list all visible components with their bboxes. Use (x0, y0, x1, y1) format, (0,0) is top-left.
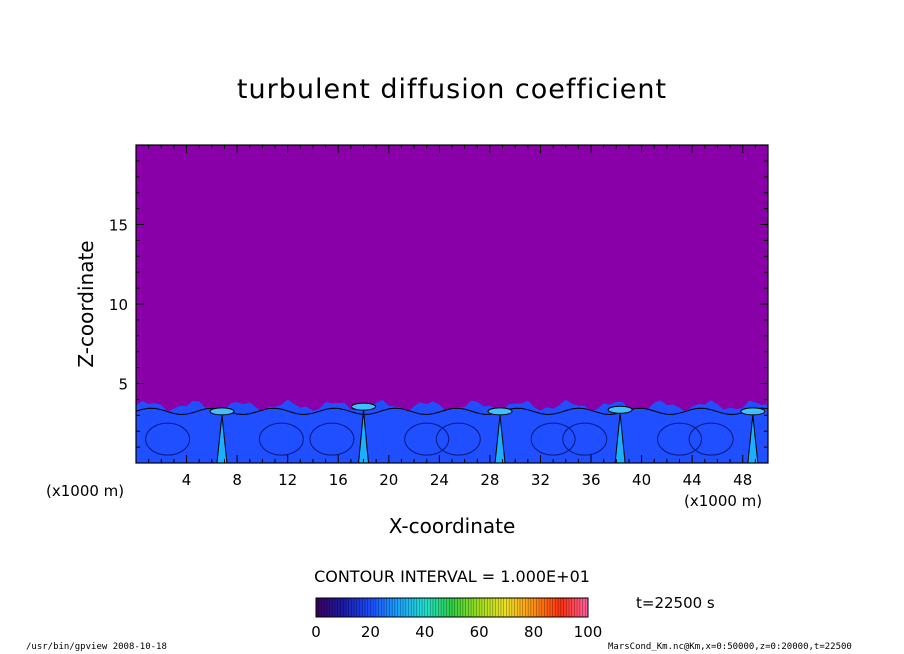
colorbar-tick-label: 100 (574, 623, 603, 641)
x-tick-label: 16 (329, 471, 348, 489)
contour-cell (562, 422, 608, 456)
x-tick-label: 32 (531, 471, 550, 489)
contour-line (136, 407, 768, 416)
contour-cell (404, 422, 450, 456)
x-axis-label: X-coordinate (388, 514, 516, 538)
y-tick-label: 10 (109, 296, 128, 314)
y-tick-label: 5 (118, 376, 128, 394)
y-tick-label: 15 (109, 217, 128, 235)
contour-cell (309, 422, 355, 456)
contour-cell (258, 422, 304, 456)
colorbar-tick-label: 60 (470, 623, 489, 641)
x-tick-label: 44 (683, 471, 702, 489)
plume-cap (209, 407, 235, 416)
contour-cell (145, 422, 191, 456)
plume (358, 410, 370, 463)
plume-cap (351, 402, 377, 411)
contour-cell (688, 422, 734, 456)
x-tick-label: 48 (733, 471, 752, 489)
chart-title: turbulent diffusion coefficient (236, 74, 668, 105)
boundary-layer (136, 399, 768, 463)
colorbar-tick-label: 20 (361, 623, 380, 641)
contour-cell (435, 422, 481, 456)
x-tick-label: 40 (632, 471, 651, 489)
contour-cell (530, 422, 576, 456)
x-tick-label: 12 (278, 471, 297, 489)
x-tick-label: 36 (581, 471, 600, 489)
footer-left: /usr/bin/gpview 2008-10-18 (26, 642, 167, 652)
plume-cap (607, 405, 633, 414)
colorbar-tick-label: 0 (311, 623, 321, 641)
y-axis-label: Z-coordinate (74, 240, 98, 368)
plume (614, 413, 626, 463)
contour-cell (657, 422, 703, 456)
colorbar-tick-label: 80 (524, 623, 543, 641)
plume (747, 415, 759, 463)
x-tick-label: 20 (379, 471, 398, 489)
x-unit-label: (x1000 m) (46, 482, 125, 500)
colorbar-tick-label: 40 (415, 623, 434, 641)
x-tick-label: 28 (480, 471, 499, 489)
x-tick-label: 8 (232, 471, 242, 489)
colorbar: 0 20 40 60 80 100 (311, 597, 603, 641)
plume (216, 415, 228, 463)
plume (494, 415, 506, 463)
contour-interval-label: CONTOUR INTERVAL = 1.000E+01 (314, 567, 590, 586)
footer-right: MarsCond_Km.nc@Km,x=0:50000,z=0:20000,t=… (608, 642, 852, 652)
heatmap-field (136, 145, 768, 463)
x-tick-label: 4 (182, 471, 192, 489)
time-label: t=22500 s (636, 594, 715, 612)
plume-cap (740, 407, 766, 416)
colorbar-gradient (315, 597, 589, 618)
plume-cap (487, 407, 513, 416)
x-unit-label-right: (x1000 m) (684, 492, 763, 510)
x-tick-label: 24 (430, 471, 449, 489)
